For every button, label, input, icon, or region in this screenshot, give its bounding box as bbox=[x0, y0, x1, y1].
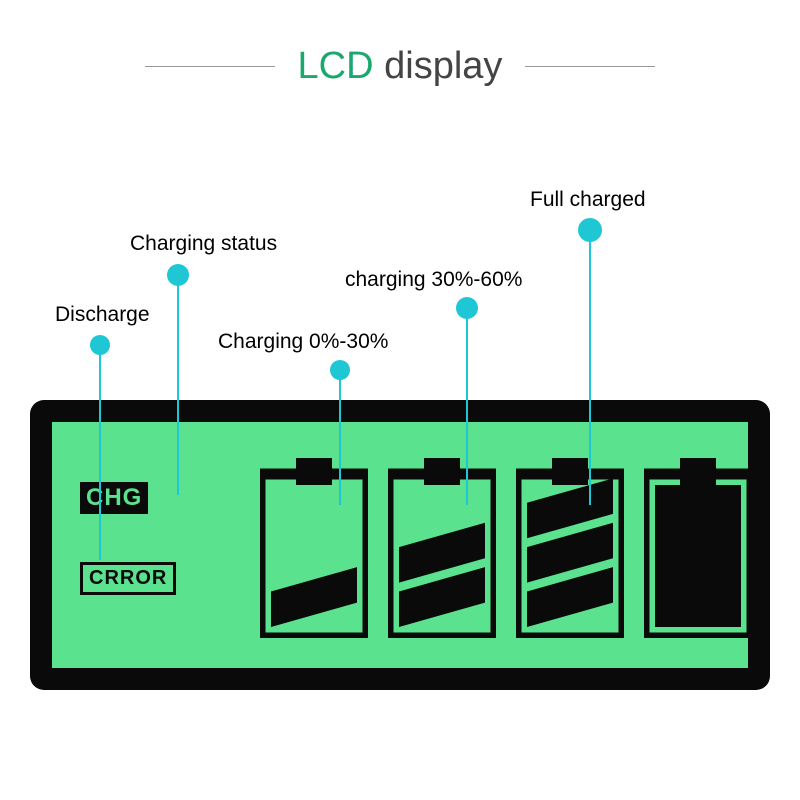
title-display: display bbox=[384, 45, 502, 87]
callout-dot-discharge bbox=[90, 335, 110, 355]
callout-dot-full-charged bbox=[578, 218, 602, 242]
callout-label-full-charged: Full charged bbox=[530, 188, 646, 212]
callout-line-chg-30-60 bbox=[466, 308, 468, 505]
lcd-panel: CHG CRROR bbox=[30, 400, 770, 690]
callout-dot-chg-0-30 bbox=[330, 360, 350, 380]
crror-indicator: CRROR bbox=[80, 562, 176, 595]
lcd-screen: CHG CRROR bbox=[52, 422, 748, 668]
title-rule-right bbox=[525, 66, 655, 67]
callout-label-chg-30-60: charging 30%-60% bbox=[345, 268, 522, 292]
chg-indicator: CHG bbox=[80, 482, 148, 514]
title-text: LCD display bbox=[280, 45, 521, 88]
title-rule-left bbox=[145, 66, 275, 67]
callout-line-chg-status bbox=[177, 275, 179, 495]
callout-label-chg-0-30: Charging 0%-30% bbox=[218, 330, 388, 354]
title-lcd: LCD bbox=[298, 45, 374, 87]
page-title: LCD display bbox=[0, 45, 800, 88]
callout-dot-chg-status bbox=[167, 264, 189, 286]
battery-icon-1 bbox=[260, 458, 368, 638]
callout-label-chg-status: Charging status bbox=[130, 232, 277, 256]
battery-icon-2 bbox=[388, 458, 496, 638]
callout-line-full-charged bbox=[589, 230, 591, 505]
battery-icon-3 bbox=[516, 458, 624, 638]
callout-label-discharge: Discharge bbox=[55, 303, 150, 327]
battery-icon-4 bbox=[644, 458, 752, 638]
callout-dot-chg-30-60 bbox=[456, 297, 478, 319]
callout-line-chg-0-30 bbox=[339, 370, 341, 505]
callout-line-discharge bbox=[99, 345, 101, 560]
